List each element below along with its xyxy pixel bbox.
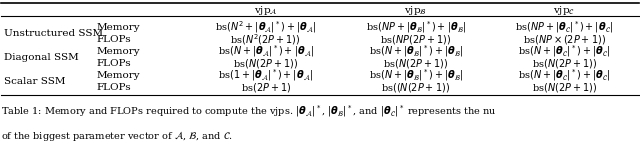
Text: vjp$_{\mathcal{B}}$: vjp$_{\mathcal{B}}$ — [404, 4, 428, 17]
Text: Memory: Memory — [97, 47, 140, 56]
Text: Scalar SSM: Scalar SSM — [4, 77, 65, 86]
Text: Diagonal SSM: Diagonal SSM — [4, 53, 79, 62]
Text: bs$(N+|\boldsymbol{\theta}_{\mathcal{A}}|^*)+|\boldsymbol{\theta}_{\mathcal{A}}|: bs$(N+|\boldsymbol{\theta}_{\mathcal{A}}… — [218, 43, 314, 59]
Text: of the biggest parameter vector of $\mathcal{A}$, $\mathcal{B}$, and $\mathcal{C: of the biggest parameter vector of $\mat… — [1, 129, 233, 143]
Text: bs$(N(2P+1))$: bs$(N(2P+1))$ — [233, 57, 298, 70]
Text: bs$(N(2P+1))$: bs$(N(2P+1))$ — [532, 57, 597, 70]
Text: bs$(N+|\boldsymbol{\theta}_{\mathcal{C}}|^*)+|\boldsymbol{\theta}_{\mathcal{C}}|: bs$(N+|\boldsymbol{\theta}_{\mathcal{C}}… — [518, 43, 611, 59]
Text: bs$(NP+|\boldsymbol{\theta}_{\mathcal{B}}|^*)+|\boldsymbol{\theta}_{\mathcal{B}}: bs$(NP+|\boldsymbol{\theta}_{\mathcal{B}… — [365, 19, 466, 35]
Text: FLOPs: FLOPs — [97, 83, 131, 92]
Text: bs$(1+|\boldsymbol{\theta}_{\mathcal{A}}|^*)+|\boldsymbol{\theta}_{\mathcal{A}}|: bs$(1+|\boldsymbol{\theta}_{\mathcal{A}}… — [218, 67, 314, 83]
Text: vjp$_{\mathcal{C}}$: vjp$_{\mathcal{C}}$ — [553, 4, 575, 17]
Text: bs$(N+|\boldsymbol{\theta}_{\mathcal{C}}|^*)+|\boldsymbol{\theta}_{\mathcal{C}}|: bs$(N+|\boldsymbol{\theta}_{\mathcal{C}}… — [518, 67, 611, 83]
Text: bs$(N+|\boldsymbol{\theta}_{\mathcal{B}}|^*)+|\boldsymbol{\theta}_{\mathcal{B}}|: bs$(N+|\boldsymbol{\theta}_{\mathcal{B}}… — [369, 67, 463, 83]
Text: bs$(N^2(2P+1))$: bs$(N^2(2P+1))$ — [230, 32, 301, 47]
Text: FLOPs: FLOPs — [97, 35, 131, 44]
Text: bs$(N^2+|\boldsymbol{\theta}_{\mathcal{A}}|^*)+|\boldsymbol{\theta}_{\mathcal{A}: bs$(N^2+|\boldsymbol{\theta}_{\mathcal{A… — [215, 19, 317, 35]
Text: bs$(NP(2P+1))$: bs$(NP(2P+1))$ — [380, 33, 451, 46]
Text: Memory: Memory — [97, 71, 140, 80]
Text: Table 1: Memory and FLOPs required to compute the vjps. $|\boldsymbol{\theta}_{\: Table 1: Memory and FLOPs required to co… — [1, 103, 496, 119]
Text: bs$(N(2P+1))$: bs$(N(2P+1))$ — [532, 81, 597, 94]
Text: bs$(NP+|\boldsymbol{\theta}_{\mathcal{C}}|^*)+|\boldsymbol{\theta}_{\mathcal{C}}: bs$(NP+|\boldsymbol{\theta}_{\mathcal{C}… — [515, 19, 613, 35]
Text: bs$(N+|\boldsymbol{\theta}_{\mathcal{B}}|^*)+|\boldsymbol{\theta}_{\mathcal{B}}|: bs$(N+|\boldsymbol{\theta}_{\mathcal{B}}… — [369, 43, 463, 59]
Text: Unstructured SSM: Unstructured SSM — [4, 29, 103, 38]
Text: bs$(N(2P+1))$: bs$(N(2P+1))$ — [383, 57, 449, 70]
Text: vjp$_{\mathcal{A}}$: vjp$_{\mathcal{A}}$ — [254, 4, 278, 17]
Text: bs$(2P+1)$: bs$(2P+1)$ — [241, 81, 291, 94]
Text: bs$(NP\times(2P+1))$: bs$(NP\times(2P+1))$ — [523, 33, 605, 46]
Text: bs$((N(2P+1))$: bs$((N(2P+1))$ — [381, 81, 451, 94]
Text: FLOPs: FLOPs — [97, 59, 131, 68]
Text: Memory: Memory — [97, 23, 140, 32]
